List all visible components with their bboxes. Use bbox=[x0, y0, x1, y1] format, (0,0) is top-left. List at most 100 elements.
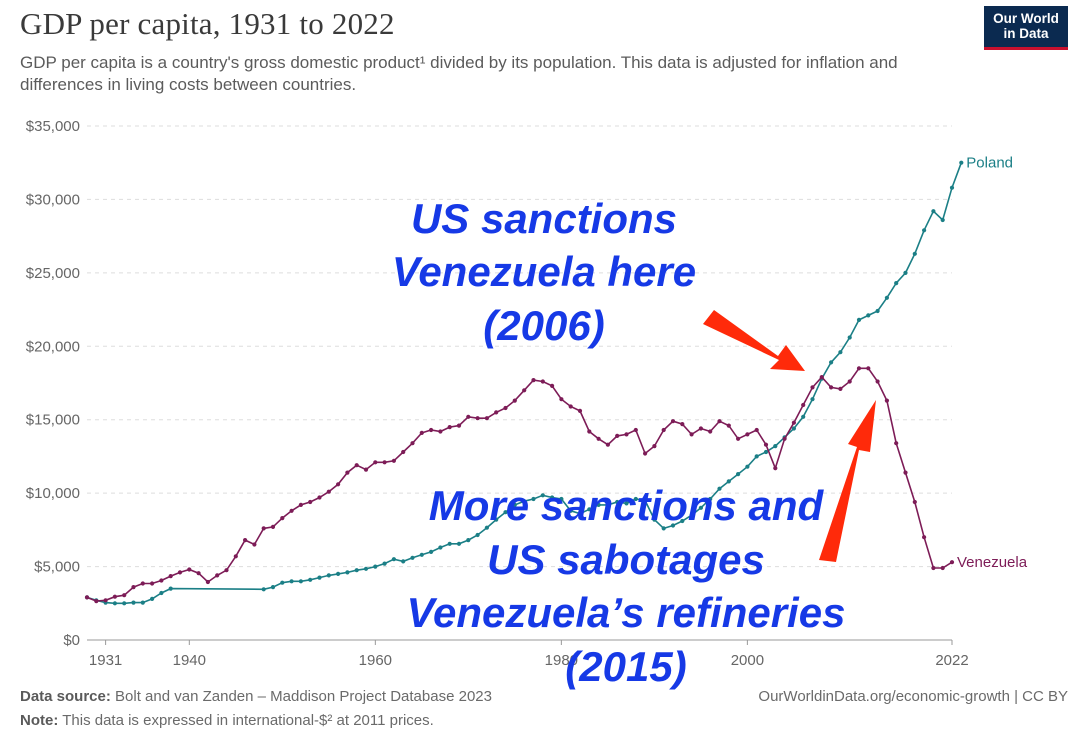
note-text: This data is expressed in international-… bbox=[62, 712, 434, 729]
data-point-venezuela bbox=[512, 398, 517, 403]
data-point-poland bbox=[596, 502, 601, 507]
data-point-poland bbox=[484, 525, 489, 530]
data-point-venezuela bbox=[150, 581, 155, 586]
data-point-poland bbox=[531, 496, 536, 502]
data-point-poland bbox=[949, 185, 955, 190]
data-point-poland bbox=[410, 555, 415, 560]
data-point-venezuela bbox=[336, 482, 341, 487]
data-point-venezuela bbox=[456, 423, 462, 428]
data-point-poland bbox=[726, 479, 731, 484]
data-point-venezuela bbox=[484, 416, 489, 421]
annotation-2006-line: US sanctions bbox=[411, 195, 677, 242]
data-point-venezuela bbox=[429, 427, 434, 433]
data-point-venezuela bbox=[717, 419, 722, 424]
x-tick-label: 2000 bbox=[731, 652, 764, 669]
series-line-venezuela bbox=[86, 367, 953, 602]
data-point-poland bbox=[568, 508, 573, 513]
note-label: Note: bbox=[20, 712, 59, 729]
data-point-poland bbox=[345, 570, 350, 575]
data-point-poland bbox=[940, 217, 945, 223]
data-point-poland bbox=[652, 517, 657, 522]
data-point-venezuela bbox=[298, 502, 303, 507]
y-tick-label: $15,000 bbox=[26, 412, 80, 429]
data-point-venezuela bbox=[187, 567, 192, 572]
data-point-venezuela bbox=[577, 408, 583, 413]
data-point-poland bbox=[633, 496, 638, 502]
data-point-poland bbox=[140, 600, 145, 605]
data-source-label: Data source: bbox=[20, 688, 111, 705]
data-point-venezuela bbox=[261, 526, 266, 531]
data-point-poland bbox=[512, 502, 517, 507]
data-point-poland bbox=[503, 510, 508, 515]
series-label-venezuela: Venezuela bbox=[957, 554, 1028, 571]
data-point-venezuela bbox=[661, 427, 666, 433]
data-point-poland bbox=[112, 601, 117, 606]
annotation-2006-line: Venezuela here bbox=[392, 248, 696, 295]
data-point-poland bbox=[884, 295, 890, 300]
data-point-poland bbox=[150, 596, 155, 602]
data-point-poland bbox=[643, 498, 648, 503]
data-point-poland bbox=[550, 495, 555, 500]
data-point-venezuela bbox=[522, 388, 527, 393]
data-point-venezuela bbox=[847, 379, 852, 384]
data-point-poland bbox=[429, 549, 434, 555]
data-point-poland bbox=[838, 350, 843, 355]
data-point-poland bbox=[912, 251, 917, 256]
data-point-venezuela bbox=[754, 427, 759, 433]
data-point-venezuela bbox=[819, 375, 824, 380]
data-point-poland bbox=[298, 579, 303, 584]
data-point-venezuela bbox=[605, 442, 611, 447]
data-point-venezuela bbox=[670, 419, 676, 424]
data-point-venezuela bbox=[438, 429, 443, 434]
data-point-venezuela bbox=[782, 436, 787, 441]
data-point-venezuela bbox=[140, 581, 145, 586]
data-point-venezuela bbox=[801, 402, 806, 408]
data-point-poland bbox=[122, 601, 127, 606]
data-point-venezuela bbox=[354, 463, 359, 468]
data-point-venezuela bbox=[196, 571, 201, 576]
data-point-poland bbox=[959, 160, 964, 165]
data-point-venezuela bbox=[866, 366, 871, 371]
data-point-poland bbox=[401, 559, 406, 564]
data-source: Data source: Bolt and van Zanden – Maddi… bbox=[20, 688, 492, 705]
chart-title: GDP per capita, 1931 to 2022 bbox=[20, 6, 395, 41]
data-point-poland bbox=[382, 561, 387, 566]
data-point-poland bbox=[698, 505, 704, 510]
data-point-venezuela bbox=[736, 436, 741, 441]
data-point-poland bbox=[261, 587, 266, 592]
data-point-venezuela bbox=[159, 578, 164, 583]
y-tick-label: $0 bbox=[63, 632, 80, 649]
y-tick-label: $5,000 bbox=[34, 559, 80, 576]
data-point-venezuela bbox=[410, 441, 415, 446]
data-point-venezuela bbox=[382, 460, 387, 465]
data-point-poland bbox=[801, 414, 806, 419]
data-point-poland bbox=[131, 600, 136, 605]
data-point-poland bbox=[522, 499, 527, 504]
data-point-venezuela bbox=[940, 565, 945, 571]
data-source-text: Bolt and van Zanden – Maddison Project D… bbox=[115, 688, 492, 705]
data-point-venezuela bbox=[475, 416, 480, 421]
data-point-venezuela bbox=[596, 436, 601, 441]
data-point-poland bbox=[270, 585, 276, 590]
data-point-poland bbox=[280, 580, 285, 585]
data-point-poland bbox=[773, 444, 778, 449]
data-point-poland bbox=[708, 496, 713, 502]
y-tick-label: $30,000 bbox=[26, 191, 80, 208]
data-point-poland bbox=[559, 496, 564, 502]
data-point-poland bbox=[717, 486, 722, 491]
data-point-venezuela bbox=[289, 508, 294, 513]
data-point-poland bbox=[540, 493, 545, 498]
data-point-poland bbox=[494, 517, 499, 522]
data-point-poland bbox=[810, 397, 815, 402]
source-link[interactable]: OurWorldinData.org/economic-growth | CC … bbox=[758, 688, 1068, 705]
data-point-poland bbox=[875, 308, 880, 314]
owid-logo[interactable]: Our World in Data bbox=[984, 6, 1068, 50]
data-point-poland bbox=[475, 532, 480, 538]
data-point-venezuela bbox=[559, 397, 564, 402]
data-point-venezuela bbox=[894, 441, 899, 446]
data-point-poland bbox=[289, 579, 294, 584]
data-point-poland bbox=[159, 590, 164, 596]
logo-line-2: in Data bbox=[1003, 26, 1049, 41]
logo-line-1: Our World bbox=[993, 11, 1059, 26]
